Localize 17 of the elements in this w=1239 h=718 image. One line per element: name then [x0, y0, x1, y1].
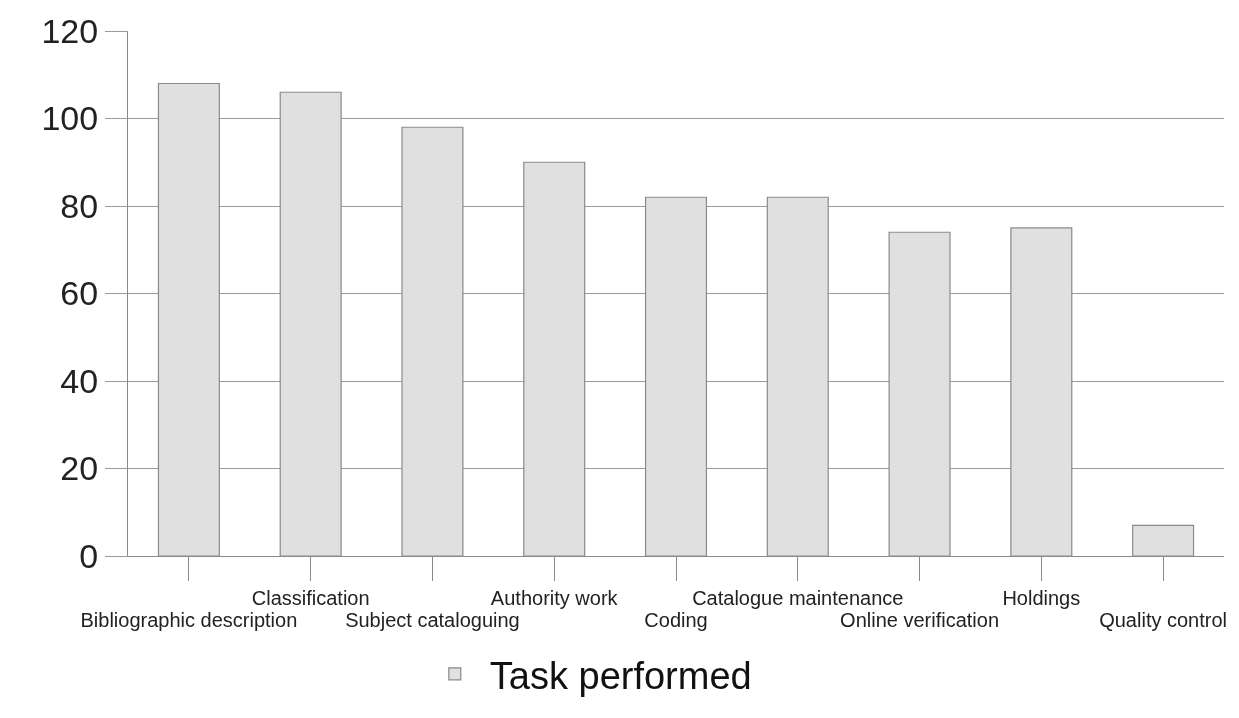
- x-tick-label: Catalogue maintenance: [692, 587, 904, 609]
- y-tick-label: 80: [60, 186, 99, 225]
- x-tick-label: Holdings: [1002, 587, 1081, 609]
- y-tick-label: 120: [41, 11, 99, 50]
- y-tick-label: 100: [41, 99, 99, 138]
- x-tick-label: Bibliographic description: [80, 609, 298, 631]
- x-tick-label: Coding: [644, 609, 708, 631]
- x-tick-label: Quality control: [1099, 609, 1228, 631]
- x-tick-label: Online verification: [840, 609, 1000, 631]
- y-tick-label: 20: [60, 449, 99, 488]
- y-tick-label: 0: [79, 536, 99, 575]
- legend-label: Task performed: [489, 654, 752, 697]
- y-tick-label: 60: [60, 274, 99, 313]
- x-tick-label: Authority work: [490, 587, 619, 609]
- x-tick-label: Subject cataloguing: [345, 609, 520, 631]
- x-tick-label: Classification: [251, 587, 370, 609]
- y-tick-label: 40: [60, 361, 99, 400]
